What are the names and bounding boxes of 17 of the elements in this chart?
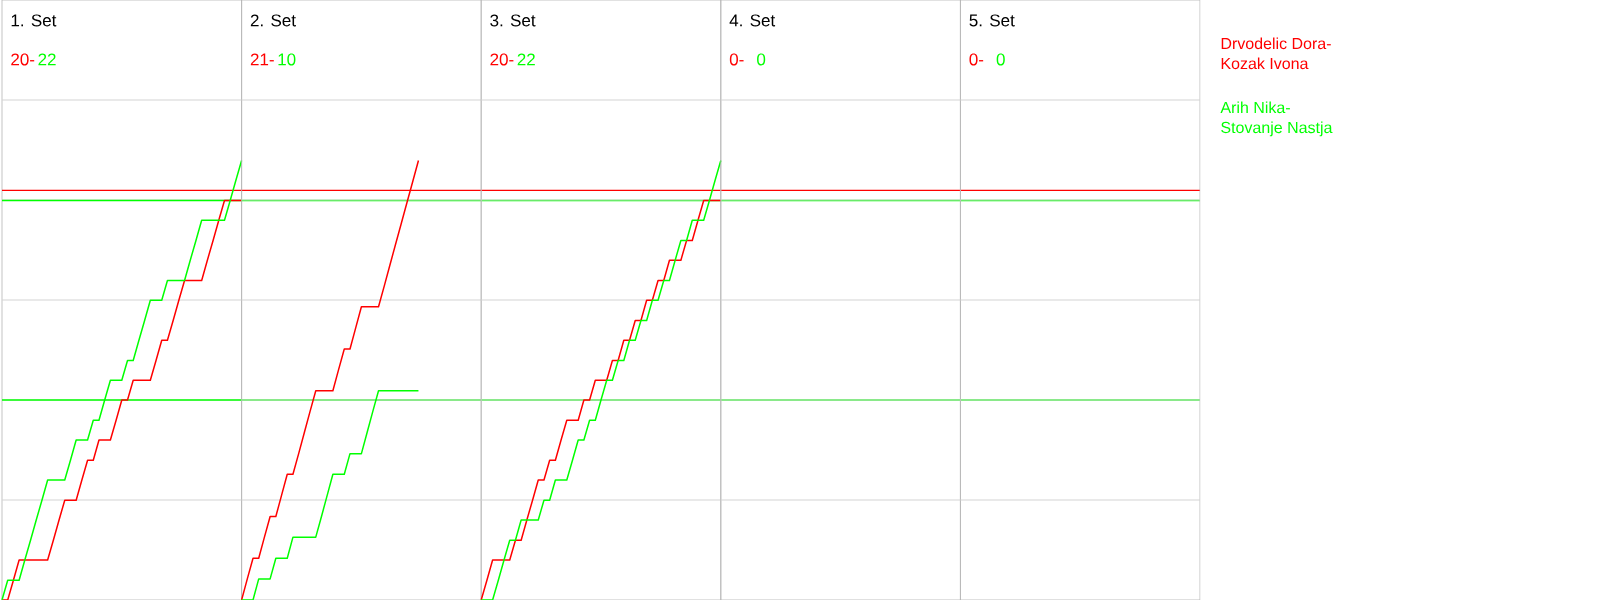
chart-title: 1. Set <box>11 14 57 27</box>
text: 0 <box>996 53 1005 66</box>
text: 5. Set <box>969 14 1015 27</box>
text: 0- <box>729 53 744 66</box>
chart-title: 2. Set <box>250 14 296 27</box>
text: 21- <box>250 53 274 66</box>
text: Drvodelic Dora-Kozak Ivona <box>1221 37 1331 70</box>
text: 4. Set <box>729 14 776 27</box>
text: 22 <box>38 53 56 66</box>
text: 10 <box>278 53 296 66</box>
text: 20- <box>11 53 35 66</box>
text: 0- <box>969 53 984 66</box>
text: 22 <box>517 53 535 66</box>
text: 0 <box>757 53 766 66</box>
chart-title: 3. Set <box>490 14 536 27</box>
text: Arih Nika-Stovanje Nastja <box>1220 101 1333 137</box>
text: 20- <box>490 53 514 66</box>
